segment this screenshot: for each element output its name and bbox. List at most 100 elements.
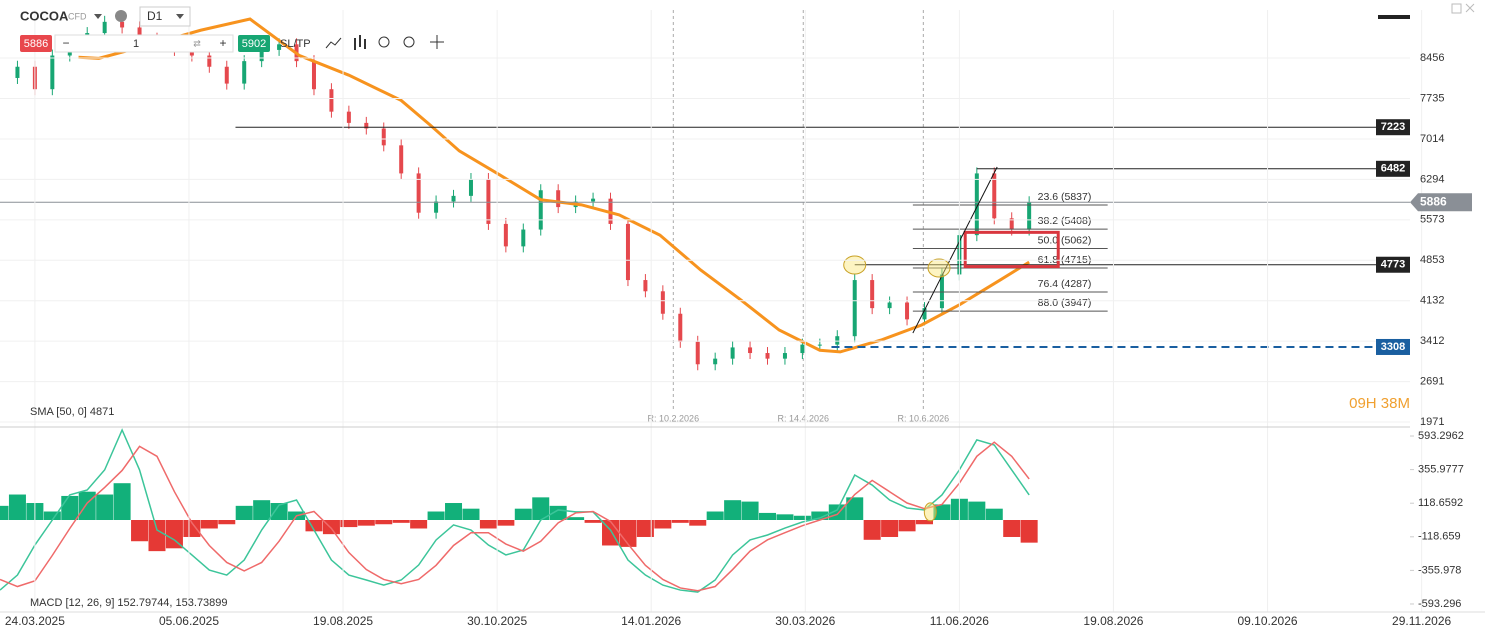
candle	[852, 280, 857, 337]
histogram-bar	[793, 515, 811, 520]
histogram-bar	[584, 520, 602, 523]
candle	[15, 66, 20, 78]
info-icon[interactable]	[115, 10, 127, 22]
maximize[interactable]	[1451, 3, 1462, 14]
marker-label: R: 10.6.2026	[898, 413, 950, 423]
y-tick-label: 7014	[1420, 133, 1444, 145]
histogram-bar	[863, 520, 881, 540]
fib-label: 38.2 (5408)	[1038, 215, 1092, 227]
macd-panel	[0, 428, 1038, 593]
histogram-bar	[113, 483, 131, 520]
level-badge	[1376, 119, 1410, 136]
histogram-bar	[811, 511, 829, 520]
fib-label: 88.0 (3947)	[1038, 297, 1092, 309]
y-tick-label: -593.296	[1418, 598, 1461, 610]
histogram-bar	[724, 500, 742, 520]
quantity-input[interactable]	[54, 34, 234, 53]
histogram-bar	[200, 520, 218, 529]
zoom-out[interactable]	[378, 36, 390, 48]
histogram-bar	[1003, 520, 1021, 537]
histogram-bar	[8, 494, 26, 520]
candle	[311, 61, 316, 90]
candle	[242, 61, 247, 84]
highlight-box	[963, 230, 1060, 269]
y-tick-label: 2691	[1420, 376, 1444, 388]
histogram-bar	[881, 520, 899, 537]
symbol[interactable]: COCOA	[20, 8, 69, 23]
histogram-bar	[549, 505, 567, 520]
minimize[interactable]	[1378, 15, 1410, 19]
histogram-bar	[776, 514, 794, 520]
histogram-bar	[898, 520, 916, 532]
sma-line	[78, 17, 1030, 354]
histogram-bar	[218, 520, 236, 525]
sell-button[interactable]	[20, 35, 52, 52]
histogram-bar	[340, 520, 358, 528]
sl-tp[interactable]: SL/TP	[280, 38, 311, 50]
histogram-bar	[375, 520, 393, 525]
candle	[782, 353, 787, 359]
x-tick-label: 09.10.2026	[1238, 614, 1298, 628]
histogram-bar	[706, 511, 724, 520]
buy-button[interactable]	[238, 35, 270, 52]
current-price-label: 5886	[1420, 194, 1447, 208]
histogram-bar	[96, 494, 114, 520]
line-chart-icon[interactable]	[325, 37, 342, 49]
zoom-in[interactable]	[403, 36, 415, 48]
candle	[399, 145, 404, 174]
macd-line	[0, 428, 1030, 593]
sell-price: 5886	[24, 38, 48, 50]
macd-line	[0, 441, 1030, 592]
candle	[468, 179, 473, 196]
y-tick-label: 5573	[1420, 214, 1444, 226]
dropdown-arrow	[176, 14, 184, 19]
highlight-circle	[927, 258, 951, 278]
candle	[1009, 218, 1014, 230]
candle	[730, 347, 735, 359]
plus[interactable]: +	[219, 36, 226, 50]
fib-label: 23.6 (5837)	[1038, 191, 1092, 203]
candle-icon[interactable]	[354, 35, 366, 50]
histogram-bar	[61, 495, 79, 520]
candle	[939, 274, 944, 309]
histogram-bar	[985, 508, 1003, 520]
histogram-bar	[305, 520, 323, 532]
histogram-bar	[78, 491, 96, 520]
timeframe-select[interactable]	[139, 6, 191, 27]
candle	[870, 280, 875, 309]
candle	[189, 49, 194, 56]
y-tick-label: 6294	[1420, 173, 1444, 185]
candle	[800, 344, 805, 354]
marker-label: R: 10.2.2026	[648, 413, 700, 423]
candle	[329, 89, 334, 112]
pan-icon[interactable]	[430, 35, 444, 49]
highlight-circle	[843, 255, 867, 275]
y-tick-label: 355.9777	[1418, 464, 1464, 476]
dropdown-arrow[interactable]	[94, 14, 102, 19]
y-tick-label: 8456	[1420, 52, 1444, 64]
fib-label: 50.0 (5062)	[1038, 234, 1092, 246]
trendline	[912, 166, 998, 334]
histogram-bar	[846, 497, 864, 520]
minus[interactable]: −	[62, 36, 69, 50]
level-label: 3308	[1381, 341, 1405, 353]
candle	[224, 66, 229, 84]
candle	[1027, 202, 1032, 230]
candle	[486, 179, 491, 224]
x-tick-label: 11.06.2026	[930, 614, 989, 628]
sma-legend: SMA [50, 0] 4871	[30, 406, 114, 418]
candle	[259, 49, 264, 62]
candle	[556, 190, 561, 208]
close[interactable]	[1465, 3, 1475, 13]
histogram-bar	[165, 520, 183, 549]
histogram-bar	[392, 520, 410, 523]
histogram-bar	[357, 520, 375, 526]
x-tick-label: 30.03.2026	[775, 614, 835, 628]
candle	[660, 291, 665, 314]
candle	[381, 128, 386, 146]
price-badge	[1410, 193, 1472, 212]
swap-icon[interactable]: ⇄	[193, 38, 201, 48]
level-badge	[1376, 338, 1410, 355]
candle	[905, 302, 910, 320]
